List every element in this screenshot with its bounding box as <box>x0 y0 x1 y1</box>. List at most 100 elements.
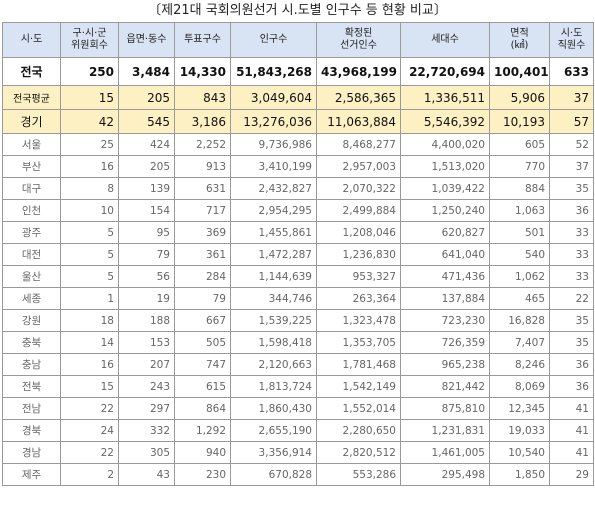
table-row: 전국 250 3,484 14,330 51,843,268 43,968,199 22,7… <box>2 57 594 86</box>
value-cell: 10,193 <box>489 109 550 134</box>
value-cell: 424 <box>118 133 175 156</box>
value-cell: 51,843,268 <box>230 57 317 86</box>
value-cell: 10 <box>60 199 119 222</box>
value-cell: 913 <box>174 155 231 178</box>
value-cell: 5,906 <box>489 85 550 110</box>
value-cell: 8,246 <box>489 353 550 376</box>
value-cell: 188 <box>118 309 175 332</box>
region-name-cell: 제주 <box>2 463 61 486</box>
value-cell: 297 <box>118 397 175 420</box>
value-cell: 79 <box>174 287 231 310</box>
header-row: 시·도 구·시·군 위원회수 읍면·동수 투표구수 인구수 확정된 선거인수 세대수 면적 (㎢) 시… <box>2 22 594 58</box>
value-cell: 25 <box>60 133 119 156</box>
value-cell: 12,345 <box>489 397 550 420</box>
value-cell: 2,120,663 <box>230 353 317 376</box>
value-cell: 1,813,724 <box>230 375 317 398</box>
value-cell: 1,144,639 <box>230 265 317 288</box>
column-header: 세대수 <box>400 22 490 58</box>
value-cell: 540 <box>489 243 550 266</box>
value-cell: 545 <box>118 109 175 134</box>
value-cell: 16,828 <box>489 309 550 332</box>
region-comparison-table: 시·도 구·시·군 위원회수 읍면·동수 투표구수 인구수 확정된 선거인수 세대수 면적 (㎢) 시… <box>2 22 594 486</box>
value-cell: 33 <box>549 265 594 288</box>
value-cell: 137,884 <box>400 287 490 310</box>
value-cell: 1,323,478 <box>316 309 401 332</box>
value-cell: 243 <box>118 375 175 398</box>
region-name-cell: 충북 <box>2 331 61 354</box>
value-cell: 723,230 <box>400 309 490 332</box>
table-row: 경북 24 332 1,292 2,655,190 2,280,650 1,231,831 1… <box>2 419 594 442</box>
region-name-cell: 대전 <box>2 243 61 266</box>
value-cell: 615 <box>174 375 231 398</box>
region-name-cell: 강원 <box>2 309 61 332</box>
value-cell: 57 <box>549 109 594 134</box>
value-cell: 41 <box>549 441 594 464</box>
value-cell: 633 <box>549 57 594 86</box>
value-cell: 1,250,240 <box>400 199 490 222</box>
value-cell: 2 <box>60 463 119 486</box>
value-cell: 843 <box>174 85 231 110</box>
region-name-cell: 광주 <box>2 221 61 244</box>
table-row: 서울 25 424 2,252 9,736,986 8,468,277 4,400,020 6… <box>2 133 594 156</box>
column-header: 시·도 직원수 <box>549 22 594 58</box>
value-cell: 884 <box>489 177 550 200</box>
table-row: 인천 10 154 717 2,954,295 2,499,884 1,250,240 1,0… <box>2 199 594 222</box>
value-cell: 2,954,295 <box>230 199 317 222</box>
region-name-cell: 대구 <box>2 177 61 200</box>
value-cell: 875,810 <box>400 397 490 420</box>
value-cell: 43 <box>118 463 175 486</box>
value-cell: 667 <box>174 309 231 332</box>
value-cell: 7,407 <box>489 331 550 354</box>
table-row: 울산 5 56 284 1,144,639 953,327 471,436 1,062 33 <box>2 265 594 288</box>
value-cell: 864 <box>174 397 231 420</box>
value-cell: 5 <box>60 265 119 288</box>
value-cell: 19 <box>118 287 175 310</box>
value-cell: 154 <box>118 199 175 222</box>
value-cell: 3,049,604 <box>230 85 317 110</box>
value-cell: 22 <box>60 397 119 420</box>
region-name-cell: 서울 <box>2 133 61 156</box>
value-cell: 2,655,190 <box>230 419 317 442</box>
value-cell: 1,455,861 <box>230 221 317 244</box>
value-cell: 2,252 <box>174 133 231 156</box>
value-cell: 22 <box>549 287 594 310</box>
value-cell: 36 <box>549 353 594 376</box>
value-cell: 11,063,884 <box>316 109 401 134</box>
value-cell: 2,957,003 <box>316 155 401 178</box>
value-cell: 1,292 <box>174 419 231 442</box>
value-cell: 1,598,418 <box>230 331 317 354</box>
value-cell: 3,484 <box>118 57 175 86</box>
value-cell: 33 <box>549 221 594 244</box>
value-cell: 361 <box>174 243 231 266</box>
value-cell: 1,539,225 <box>230 309 317 332</box>
value-cell: 505 <box>174 331 231 354</box>
table-row: 충남 16 207 747 2,120,663 1,781,468 965,238 8,246… <box>2 353 594 376</box>
value-cell: 471,436 <box>400 265 490 288</box>
table-body: 전국 250 3,484 14,330 51,843,268 43,968,199 22,7… <box>2 57 594 486</box>
value-cell: 22,720,694 <box>400 57 490 86</box>
table-row: 세종 1 19 79 344,746 263,364 137,884 465 22 <box>2 287 594 310</box>
value-cell: 14 <box>60 331 119 354</box>
table-row: 부산 16 205 913 3,410,199 2,957,003 1,513,020 770… <box>2 155 594 178</box>
value-cell: 35 <box>549 309 594 332</box>
region-name-cell: 충남 <box>2 353 61 376</box>
table-row: 경남 22 305 940 3,356,914 2,820,512 1,461,005 10,… <box>2 441 594 464</box>
value-cell: 821,442 <box>400 375 490 398</box>
region-name-cell: 인천 <box>2 199 61 222</box>
value-cell: 8,069 <box>489 375 550 398</box>
value-cell: 15 <box>60 85 119 110</box>
value-cell: 553,286 <box>316 463 401 486</box>
table-row: 전국평균 15 205 843 3,049,604 2,586,365 1,336,511 5… <box>2 85 594 110</box>
table-row: 대전 5 79 361 1,472,287 1,236,830 641,040 540 33 <box>2 243 594 266</box>
value-cell: 5 <box>60 243 119 266</box>
value-cell: 1,336,511 <box>400 85 490 110</box>
region-name-cell: 경북 <box>2 419 61 442</box>
value-cell: 207 <box>118 353 175 376</box>
value-cell: 369 <box>174 221 231 244</box>
value-cell: 965,238 <box>400 353 490 376</box>
value-cell: 14,330 <box>174 57 231 86</box>
value-cell: 9,736,986 <box>230 133 317 156</box>
value-cell: 1,542,149 <box>316 375 401 398</box>
region-name-cell: 전남 <box>2 397 61 420</box>
value-cell: 8,468,277 <box>316 133 401 156</box>
